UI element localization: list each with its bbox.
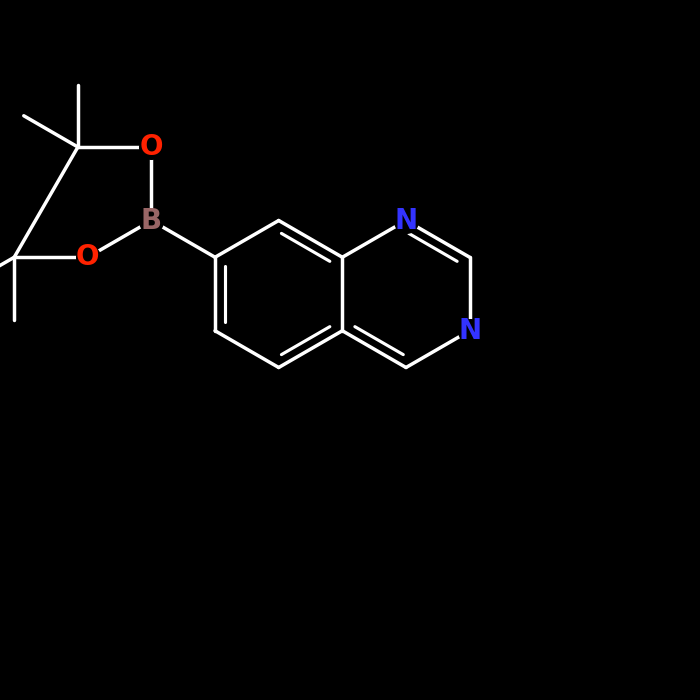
Text: O: O — [76, 244, 99, 272]
Text: B: B — [141, 206, 162, 235]
Text: N: N — [458, 316, 481, 345]
Text: N: N — [394, 206, 418, 235]
Text: O: O — [139, 133, 163, 161]
